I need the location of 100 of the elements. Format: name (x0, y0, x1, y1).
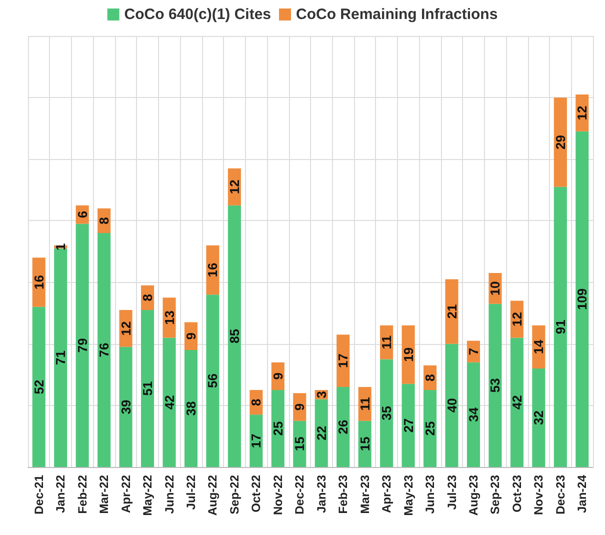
bar (271, 390, 284, 467)
data-label: 25 (270, 421, 286, 436)
data-label: 12 (118, 321, 134, 336)
data-label: 42 (162, 395, 177, 410)
data-label: 40 (444, 398, 460, 413)
data-label: 109 (574, 288, 590, 310)
bar (488, 304, 502, 467)
data-label: 9 (183, 332, 198, 340)
data-label: 42 (509, 395, 524, 410)
data-label: 7 (466, 348, 481, 356)
x-tick-label: Jun-22 (162, 474, 176, 514)
x-tick-label: Dec-23 (553, 474, 568, 514)
x-tick-label: Nov-23 (532, 474, 546, 516)
x-tick-label: May-23 (401, 474, 416, 516)
data-label: 91 (552, 320, 568, 334)
data-label: 39 (118, 400, 134, 414)
data-label: 35 (379, 406, 394, 420)
x-tick-label: Feb-22 (75, 474, 90, 514)
bar (336, 386, 350, 467)
bar (206, 294, 220, 467)
bar (576, 131, 589, 467)
x-tick-label: Nov-22 (270, 474, 285, 516)
bar (162, 338, 176, 467)
data-label: 76 (96, 342, 112, 358)
data-label: 11 (357, 397, 372, 411)
data-label: 12 (226, 180, 242, 194)
legend-label: CoCo Remaining Infractions (296, 6, 498, 23)
data-label: 19 (400, 347, 416, 362)
x-tick-label: Mar-22 (97, 474, 112, 514)
x-tick-label: Dec-22 (292, 474, 307, 514)
bar (76, 224, 89, 467)
data-label: 10 (488, 281, 503, 296)
data-label: 53 (488, 378, 503, 393)
data-label: 8 (140, 294, 156, 302)
data-label: 32 (531, 410, 546, 425)
data-label: 29 (552, 134, 568, 150)
x-tick-label: Sep-23 (488, 474, 502, 514)
bar (119, 346, 132, 467)
data-label: 12 (509, 312, 524, 326)
x-tick-label: Jan-24 (575, 474, 590, 514)
x-tick-label: Mar-23 (358, 474, 372, 514)
bar (445, 279, 458, 344)
x-tick-label: Apr-22 (118, 474, 133, 514)
data-label: 17 (336, 354, 351, 368)
data-label: 16 (205, 262, 220, 278)
data-label: 9 (270, 372, 286, 380)
x-tick-label: May-22 (140, 474, 155, 516)
x-tick-label: Apr-23 (380, 474, 394, 514)
bar (510, 338, 524, 467)
data-label: 34 (466, 406, 481, 422)
data-label: 25 (422, 421, 438, 436)
data-label: 27 (400, 418, 416, 433)
data-label: 15 (292, 436, 308, 452)
x-tick-label: Aug-23 (466, 474, 480, 516)
x-tick-label: Oct-23 (510, 474, 524, 512)
data-label: 56 (205, 374, 220, 388)
data-label: 1 (53, 243, 68, 250)
data-label: 9 (292, 403, 308, 411)
data-label: 26 (336, 420, 351, 434)
bar (314, 399, 328, 467)
x-tick-label: Feb-23 (336, 474, 350, 514)
bar (98, 233, 111, 467)
x-tick-label: Oct-22 (249, 474, 264, 512)
data-label: 8 (248, 398, 264, 406)
bar (32, 306, 46, 467)
data-label: 6 (74, 210, 90, 218)
data-label: 15 (357, 436, 372, 452)
bar (250, 414, 263, 467)
data-label: 14 (531, 338, 546, 354)
bar (228, 205, 241, 467)
bar (445, 344, 458, 467)
x-tick-label: Dec-21 (32, 474, 46, 514)
bar (554, 186, 567, 467)
data-label: 8 (422, 374, 438, 382)
data-label: 71 (53, 350, 68, 365)
x-tick-label: Jan-23 (314, 474, 328, 514)
data-label: 12 (574, 106, 590, 120)
x-tick-label: Jul-22 (184, 474, 198, 510)
bar (532, 368, 546, 467)
x-tick-label: Aug-22 (206, 474, 220, 516)
data-label: 11 (379, 335, 394, 350)
bar (554, 98, 567, 187)
data-label: 52 (31, 380, 46, 394)
data-label: 17 (248, 434, 264, 448)
bar (402, 325, 415, 384)
x-tick-label: Jul-23 (444, 474, 459, 510)
data-label: 38 (183, 401, 198, 416)
bar (424, 390, 437, 467)
data-label: 3 (314, 391, 329, 398)
bar (336, 334, 350, 387)
bar (380, 359, 394, 467)
data-label: 21 (444, 304, 460, 319)
data-label: 22 (314, 426, 329, 440)
bar (141, 310, 154, 467)
bar (466, 362, 480, 467)
data-label: 79 (74, 338, 90, 353)
bar (184, 350, 198, 467)
x-tick-label: Jan-22 (54, 474, 68, 514)
data-label: 85 (226, 328, 242, 344)
data-label: 13 (162, 310, 177, 325)
